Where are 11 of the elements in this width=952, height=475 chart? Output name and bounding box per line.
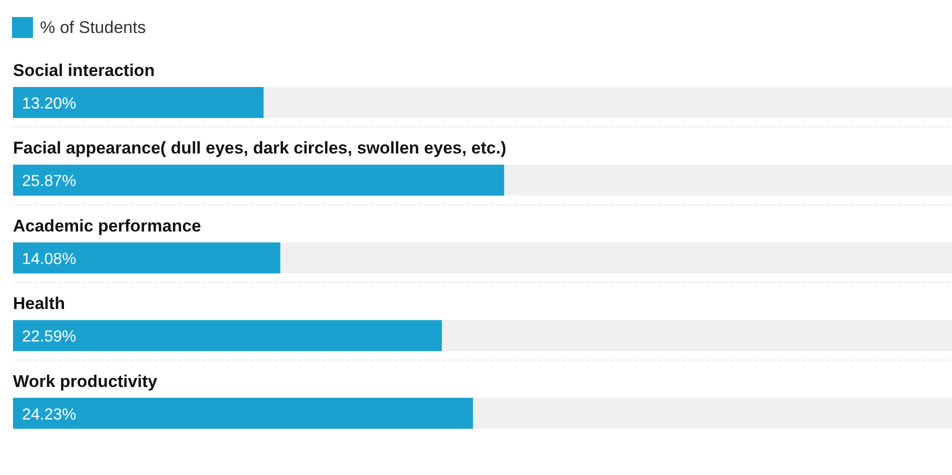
y-tick-label: Social interaction <box>13 61 155 80</box>
y-tick-label: Facial appearance( dull eyes, dark circles, swollen eyes, etc.) <box>13 138 506 158</box>
data-label: 14.08% <box>22 250 76 268</box>
y-tick-label: Academic performance <box>13 216 202 236</box>
y-tick-label: Health <box>13 294 65 314</box>
data-label: 25.87% <box>22 173 76 190</box>
data-label: 22.59% <box>22 328 76 346</box>
data-label: 24.23% <box>22 406 76 424</box>
y-tick-label: Work productivity <box>13 372 158 391</box>
data-label: 13.20% <box>22 96 76 112</box>
legend-label: % of Students <box>40 18 146 37</box>
